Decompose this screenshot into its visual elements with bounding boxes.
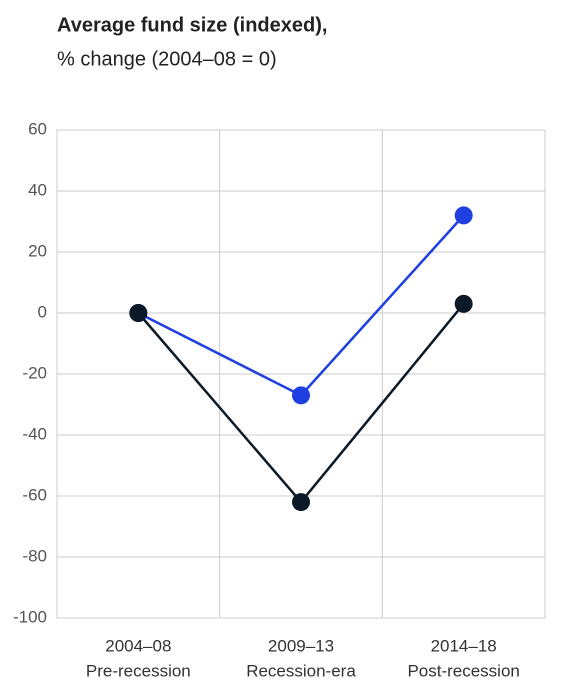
x-tick-label: 2004–08: [105, 636, 171, 655]
series-point: [129, 304, 148, 322]
y-tick-label: -20: [22, 363, 47, 382]
x-tick-sublabel: Post-recession: [407, 661, 519, 680]
x-tick-label: 2014–18: [431, 636, 497, 655]
y-tick-label: 60: [28, 119, 47, 138]
x-tick-label: 2009–13: [268, 636, 334, 655]
x-tick-sublabel: Pre-recession: [86, 661, 191, 680]
chart-subtitle: % change (2004–08 = 0): [57, 48, 277, 70]
x-tick-sublabel: Recession-era: [246, 661, 356, 680]
series-point: [292, 493, 310, 512]
series-point: [454, 206, 473, 225]
y-tick-label: -60: [22, 485, 47, 504]
y-tick-label: 20: [28, 241, 47, 260]
y-tick-label: 40: [28, 180, 47, 199]
y-tick-label: -40: [22, 424, 47, 443]
series-point: [454, 294, 473, 313]
chart-title: Average fund size (indexed),: [57, 14, 327, 36]
series-point: [292, 386, 310, 405]
y-tick-label: 0: [38, 302, 47, 321]
y-tick-label: -80: [22, 546, 47, 565]
y-tick-label: -100: [13, 607, 47, 626]
